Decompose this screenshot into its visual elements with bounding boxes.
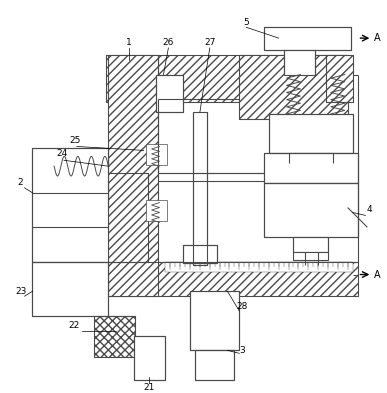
Bar xyxy=(289,153,333,168)
Text: 21: 21 xyxy=(143,383,154,392)
Bar xyxy=(305,264,318,270)
Bar xyxy=(264,153,358,183)
Text: 2: 2 xyxy=(18,178,24,187)
Bar xyxy=(146,200,168,221)
Text: 3: 3 xyxy=(240,346,245,355)
Bar xyxy=(33,149,108,262)
Bar xyxy=(165,262,353,272)
Bar xyxy=(293,237,328,252)
Bar xyxy=(94,316,135,357)
Bar xyxy=(326,55,353,102)
Bar xyxy=(326,55,353,102)
Bar xyxy=(94,316,135,357)
Text: 28: 28 xyxy=(236,301,248,310)
Bar xyxy=(195,351,235,380)
Bar xyxy=(108,262,358,296)
Bar xyxy=(108,55,158,296)
Bar xyxy=(264,27,351,50)
Bar xyxy=(33,262,108,316)
Bar xyxy=(156,75,183,112)
Bar xyxy=(108,262,358,296)
Text: 22: 22 xyxy=(68,321,79,330)
Bar xyxy=(293,252,328,260)
Bar xyxy=(193,112,207,264)
Bar xyxy=(108,173,148,262)
Bar xyxy=(284,50,315,75)
Text: 1: 1 xyxy=(126,38,132,46)
Text: A: A xyxy=(374,33,381,43)
Text: 27: 27 xyxy=(204,38,216,46)
Bar xyxy=(108,173,148,262)
Bar xyxy=(134,336,165,380)
Bar xyxy=(108,55,158,296)
Text: 26: 26 xyxy=(163,38,174,46)
Text: 5: 5 xyxy=(243,18,249,27)
Text: 25: 25 xyxy=(69,136,80,145)
Bar xyxy=(106,55,348,102)
Text: 4: 4 xyxy=(366,205,372,214)
Bar xyxy=(239,55,348,119)
Text: 23: 23 xyxy=(15,287,26,296)
Bar xyxy=(239,55,348,119)
Text: A: A xyxy=(374,270,381,279)
Bar xyxy=(146,143,168,165)
Bar xyxy=(269,114,353,153)
Bar xyxy=(264,183,358,237)
Bar xyxy=(190,291,239,351)
Bar xyxy=(106,55,348,102)
Bar xyxy=(183,245,217,263)
Text: 24: 24 xyxy=(57,149,68,158)
